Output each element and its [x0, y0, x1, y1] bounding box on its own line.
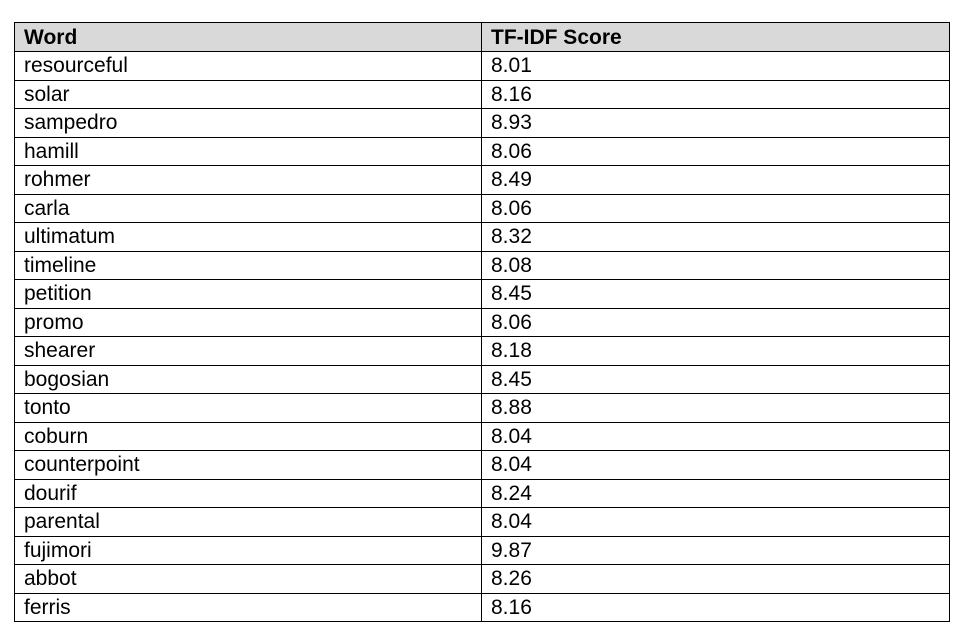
score-cell: 8.04: [481, 507, 950, 537]
score-cell: 8.18: [481, 336, 950, 366]
column-header-word: Word: [14, 22, 482, 52]
table-row: rohmer 8.49: [14, 165, 950, 195]
score-cell: 9.87: [481, 535, 950, 565]
word-cell: carla: [14, 193, 482, 223]
table-row: dourif 8.24: [14, 478, 950, 508]
score-cell: 8.32: [481, 222, 950, 252]
score-cell: 8.06: [481, 136, 950, 166]
table-row: petition 8.45: [14, 279, 950, 309]
table-row: timeline 8.08: [14, 250, 950, 280]
word-cell: timeline: [14, 250, 482, 280]
word-cell: tonto: [14, 393, 482, 423]
word-cell: promo: [14, 307, 482, 337]
table-row: counterpoint 8.04: [14, 450, 950, 480]
table-row: parental 8.04: [14, 507, 950, 537]
table-row: hamill 8.06: [14, 136, 950, 166]
word-cell: petition: [14, 279, 482, 309]
word-cell: coburn: [14, 421, 482, 451]
score-cell: 8.45: [481, 279, 950, 309]
score-cell: 8.93: [481, 108, 950, 138]
score-cell: 8.06: [481, 193, 950, 223]
word-cell: ferris: [14, 592, 482, 622]
score-cell: 8.88: [481, 393, 950, 423]
word-cell: sampedro: [14, 108, 482, 138]
word-cell: hamill: [14, 136, 482, 166]
word-cell: parental: [14, 507, 482, 537]
score-cell: 8.06: [481, 307, 950, 337]
table-row: ferris 8.16: [14, 592, 950, 622]
score-cell: 8.49: [481, 165, 950, 195]
table-row: resourceful 8.01: [14, 51, 950, 81]
score-cell: 8.16: [481, 79, 950, 109]
table-body: resourceful 8.01 solar 8.16 sampedro 8.93 hami…: [14, 51, 950, 622]
table-row: tonto 8.88: [14, 393, 950, 423]
word-cell: abbot: [14, 564, 482, 594]
column-header-score: TF-IDF Score: [481, 22, 950, 52]
word-cell: ultimatum: [14, 222, 482, 252]
score-cell: 8.16: [481, 592, 950, 622]
word-cell: bogosian: [14, 364, 482, 394]
table-row: coburn 8.04: [14, 421, 950, 451]
score-cell: 8.04: [481, 450, 950, 480]
word-cell: dourif: [14, 478, 482, 508]
table-row: abbot 8.26: [14, 564, 950, 594]
score-cell: 8.45: [481, 364, 950, 394]
word-cell: resourceful: [14, 51, 482, 81]
word-cell: counterpoint: [14, 450, 482, 480]
table-row: carla 8.06: [14, 193, 950, 223]
table-row: solar 8.16: [14, 79, 950, 109]
table-row: sampedro 8.93: [14, 108, 950, 138]
table-container: Word TF-IDF Score resourceful 8.01 solar 8.…: [14, 22, 950, 622]
word-cell: fujimori: [14, 535, 482, 565]
table-row: ultimatum 8.32: [14, 222, 950, 252]
word-cell: rohmer: [14, 165, 482, 195]
table-row: fujimori 9.87: [14, 535, 950, 565]
table-row: shearer 8.18: [14, 336, 950, 366]
header-row: Word TF-IDF Score: [14, 22, 950, 52]
score-cell: 8.24: [481, 478, 950, 508]
score-cell: 8.01: [481, 51, 950, 81]
word-cell: shearer: [14, 336, 482, 366]
word-cell: solar: [14, 79, 482, 109]
score-cell: 8.04: [481, 421, 950, 451]
score-cell: 8.26: [481, 564, 950, 594]
table-row: bogosian 8.45: [14, 364, 950, 394]
score-cell: 8.08: [481, 250, 950, 280]
table-row: promo 8.06: [14, 307, 950, 337]
tfidf-table: Word TF-IDF Score resourceful 8.01 solar 8.…: [14, 22, 950, 622]
